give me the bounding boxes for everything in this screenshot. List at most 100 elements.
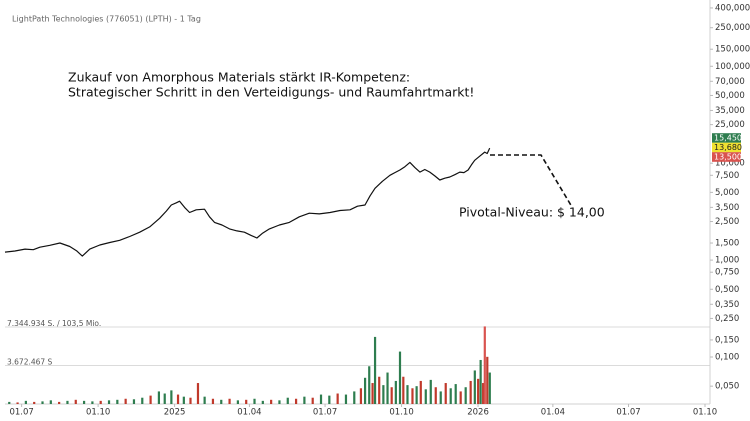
volume-bar [294, 398, 298, 404]
y-tick-label: 150,000 [715, 45, 750, 55]
volume-bar [157, 391, 161, 404]
volume-bar [328, 395, 331, 404]
volume-bar [141, 397, 144, 404]
y-tick-label: 0,250 [715, 314, 739, 324]
x-tick-label: 2026 [467, 408, 489, 418]
y-tick-label: 50,000 [715, 91, 745, 101]
volume-bar [371, 383, 374, 404]
volume-bar [261, 400, 264, 404]
volume-bar [390, 387, 393, 404]
volume-bar [91, 401, 94, 404]
volume-bar [286, 397, 289, 404]
price-label-box [712, 142, 741, 153]
x-tick-label: 01.04 [541, 408, 565, 418]
volume-bar [170, 390, 173, 404]
pivot-label: Pivotal-Niveau: $ 14,00 [459, 205, 605, 220]
y-tick-label: 1,500 [715, 239, 739, 249]
y-tick-label: 10,000 [715, 159, 745, 169]
projection-line [490, 154, 573, 208]
volume-bar [245, 399, 248, 404]
volume-bar [278, 400, 281, 404]
volume-bar [336, 393, 339, 404]
y-tick-label: 0,500 [715, 285, 739, 295]
y-tick-label: 35,000 [715, 106, 745, 116]
volume-bar [107, 400, 111, 404]
volume-bar [344, 394, 348, 404]
volume-bar [49, 400, 52, 404]
chart-title: LightPath Technologies (776051) (LPTH) -… [12, 15, 201, 24]
volume-bar [473, 370, 476, 404]
price-label: 13,500 [714, 153, 742, 162]
volume-bar [363, 377, 367, 404]
volume-bar [368, 366, 371, 404]
x-tick-label: 01.10 [693, 408, 717, 418]
volume-bar [311, 397, 314, 404]
volume-tick-label: 7.344.934 S. / 103,5 Mio. [7, 319, 101, 328]
volume-bar [488, 372, 491, 404]
volume-bar [163, 393, 166, 404]
volume-bar [319, 394, 323, 404]
volume-bar [439, 391, 442, 404]
price-label: 15,450 [714, 134, 742, 143]
volume-bar [483, 326, 486, 404]
volume-bar [220, 399, 223, 404]
headline: Zukauf von Amorphous Materials stärkt IR… [68, 70, 410, 85]
volume-bar [479, 359, 482, 404]
x-tick-label: 2025 [164, 408, 186, 418]
volume-bar [236, 400, 239, 404]
price-label: 13,680 [714, 143, 742, 152]
price-line [4, 147, 491, 257]
volume-bar [382, 385, 385, 404]
volume-bar [373, 336, 377, 404]
x-tick-label: 01.10 [86, 408, 110, 418]
y-tick-label: 100,000 [715, 62, 750, 72]
volume-bar [189, 397, 192, 404]
volume-bar [419, 380, 422, 404]
y-tick-label: 400,000 [715, 3, 750, 13]
volume-bar [459, 391, 462, 404]
y-tick-label: 5,000 [715, 188, 739, 198]
volume-bar [415, 386, 418, 404]
volume-bar [24, 400, 27, 404]
price-label-box [712, 133, 741, 143]
volume-bar [253, 398, 256, 404]
volume-bar [434, 387, 437, 404]
volume-bar [386, 372, 389, 404]
volume-bar [402, 376, 405, 404]
volume-bar [196, 383, 200, 404]
y-tick-label: 0,750 [715, 268, 739, 278]
volume-bar [406, 385, 409, 404]
x-tick-label: 01.07 [9, 408, 33, 418]
volume-bar [477, 378, 480, 404]
volume-bar [469, 380, 472, 404]
volume-bar [429, 379, 432, 404]
volume-bar [16, 402, 19, 404]
volume-bar [66, 400, 69, 404]
volume-bar [132, 399, 136, 404]
price-label-box [712, 152, 741, 162]
volume-bar [449, 388, 452, 404]
volume-bar [41, 401, 44, 404]
volume-bar [486, 356, 489, 404]
headline: Strategischer Schritt in den Verteidigun… [68, 85, 474, 100]
y-tick-label: 1,000 [715, 256, 739, 266]
y-tick-label: 0,100 [715, 353, 739, 363]
volume-bar [74, 399, 77, 404]
y-tick-label: 250,000 [715, 23, 750, 33]
x-tick-label: 01.04 [237, 408, 261, 418]
y-tick-label: 7,500 [715, 171, 739, 181]
volume-bar [303, 396, 306, 404]
volume-bar [482, 383, 485, 404]
volume-bar [228, 398, 231, 404]
volume-bar [58, 401, 61, 404]
volume-bar [353, 391, 356, 404]
x-tick-label: 01.07 [313, 408, 337, 418]
volume-bar [99, 400, 102, 404]
y-tick-label: 0,350 [715, 300, 739, 310]
volume-bar [378, 376, 381, 404]
volume-bar [359, 388, 363, 404]
y-tick-label: 25,000 [715, 120, 745, 130]
volume-bar [424, 389, 427, 404]
volume-bar [394, 380, 397, 404]
y-tick-label: 0,050 [715, 382, 739, 392]
